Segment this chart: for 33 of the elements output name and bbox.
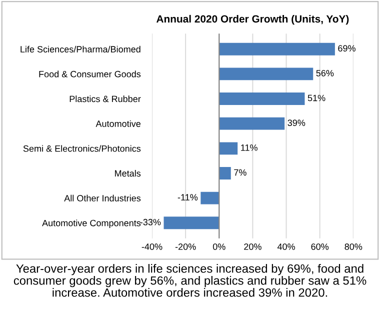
y-tick-label: Plastics & Rubber [70,95,141,102]
bar [219,117,285,130]
x-tick-label: 60% [311,244,329,250]
data-label: 7% [234,169,246,176]
y-tick-label: Life Sciences/Pharma/Biomed [20,46,140,52]
bar [219,42,335,56]
y-tick-label: Metals [115,170,141,177]
y-tick-label: Automotive Components [42,220,141,228]
x-tick-label: 20% [244,244,262,250]
bar [164,216,220,230]
data-label: 11% [241,144,258,151]
bar [219,68,314,80]
bar [219,92,305,105]
y-tick-label: All Other Industries [64,194,141,202]
x-tick-label: -40% [142,244,162,250]
bar [219,167,231,180]
x-tick-label: 40% [277,244,295,250]
data-label: 69% [338,45,356,52]
bar [200,192,220,204]
bar [219,142,238,155]
chart-title: Annual 2020 Order Growth (Units, YoY) [156,14,349,25]
x-tick-label: 0% [212,244,226,250]
data-label: 51% [308,94,326,102]
x-tick-label: 80% [344,244,362,250]
y-tick-label: Food & Consumer Goods [39,70,141,78]
data-label: 56% [316,70,334,76]
data-label: -11% [178,194,198,200]
x-tick-label: -20% [175,244,196,250]
data-label: -33% [140,218,161,226]
data-label: 39% [288,120,306,126]
y-tick-label: Automotive [96,120,140,127]
y-tick-label: Semi & Electronics/Photonics [23,145,141,152]
text: Year-over-year orders in life sciences increased by 69%, food and consumer goods grew by 56%, and plastics and rubber saw a 51% increase. Automotive orders increased 39% in 2020. [14,264,366,297]
